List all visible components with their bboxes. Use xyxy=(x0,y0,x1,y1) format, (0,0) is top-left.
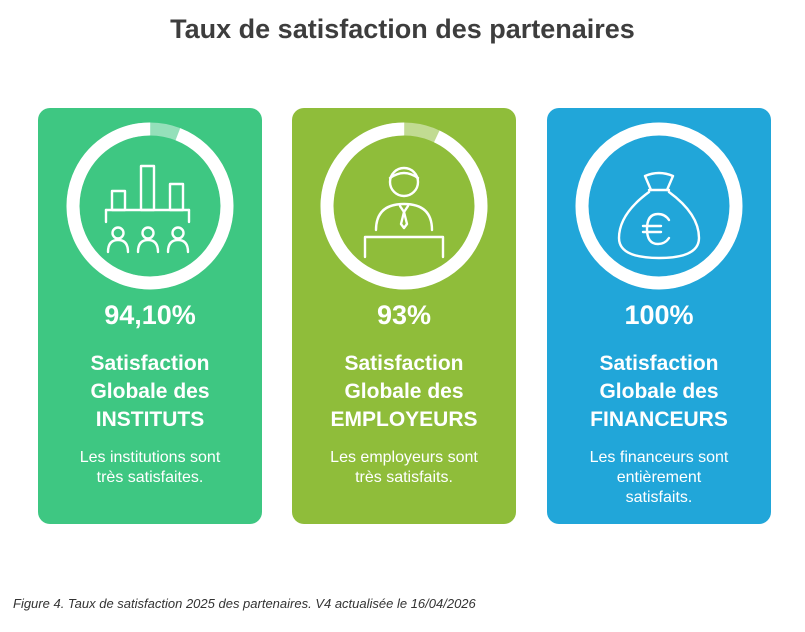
value-employeurs: 93% xyxy=(376,300,432,330)
figure-caption: Figure 4. Taux de satisfaction 2025 des … xyxy=(13,596,476,611)
chart-title: Taux de satisfaction des partenaires xyxy=(170,14,635,44)
desc-financeurs: Les financeurs sont entièrement satisfai… xyxy=(589,449,729,506)
gauge-instituts xyxy=(66,122,234,290)
gauge-fill-instituts xyxy=(66,122,234,290)
label-instituts: Satisfaction Globale des INSTITUTS xyxy=(90,352,210,431)
card-financeurs: 100% Satisfaction Globale des FINANCEURS… xyxy=(547,108,771,524)
value-instituts: 94,10% xyxy=(104,300,196,330)
gauge-fill-employeurs xyxy=(320,122,488,290)
employer-person-icon xyxy=(363,166,445,259)
card-instituts: 94,10% Satisfaction Globale des INSTITUT… xyxy=(38,108,262,524)
gauge-fill-financeurs xyxy=(575,122,743,290)
value-financeurs: 100% xyxy=(624,300,694,330)
gauge-employeurs xyxy=(320,122,488,290)
gauge-financeurs xyxy=(575,122,743,290)
desc-instituts: Les institutions sont très satisfaites. xyxy=(79,449,221,486)
label-employeurs: Satisfaction Globale des EMPLOYEURS xyxy=(330,352,478,431)
desc-employeurs: Les employeurs sont très satisfaits. xyxy=(330,449,478,486)
card-employeurs: 93% Satisfaction Globale des EMPLOYEURS … xyxy=(292,108,516,524)
label-financeurs: Satisfaction Globale des FINANCEURS xyxy=(590,352,728,431)
bar-chart-people-icon xyxy=(104,164,191,254)
euro-money-bag-icon xyxy=(617,171,701,260)
